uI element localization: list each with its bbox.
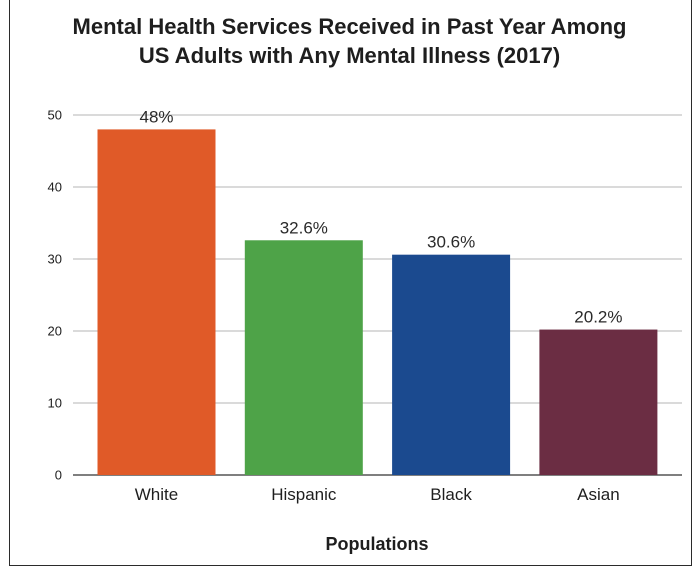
bars (97, 129, 658, 475)
x-tick-label: Asian (577, 485, 620, 504)
x-tick-label: Hispanic (271, 485, 337, 504)
y-tick-label: 20 (48, 324, 62, 339)
chart-title-line-2: US Adults with Any Mental Illness (2017) (138, 43, 561, 68)
data-label: 20.2% (574, 308, 622, 327)
x-axis-title: Populations (326, 534, 429, 554)
bar-white (97, 129, 216, 475)
chart-title: Mental Health Services Received in Past … (0, 12, 699, 70)
data-labels: 48% 32.6% 30.6% 20.2% (139, 107, 622, 326)
x-tick-label: White (135, 485, 178, 504)
y-tick-label: 40 (48, 180, 62, 195)
bar-black (392, 254, 511, 475)
data-label: 32.6% (280, 218, 328, 237)
y-tick-label: 30 (48, 252, 62, 267)
bar-hispanic (244, 240, 363, 475)
data-label: 48% (139, 107, 173, 126)
y-axis-ticks: 0 10 20 30 40 50 (48, 108, 62, 483)
x-axis-labels: White Hispanic Black Asian (135, 485, 620, 504)
chart-title-line-1: Mental Health Services Received in Past … (72, 14, 627, 39)
y-tick-label: 0 (55, 468, 62, 483)
x-tick-label: Black (430, 485, 472, 504)
data-label: 30.6% (427, 233, 475, 252)
y-tick-label: 10 (48, 396, 62, 411)
y-tick-label: 50 (48, 108, 62, 123)
bar-asian (539, 329, 658, 475)
